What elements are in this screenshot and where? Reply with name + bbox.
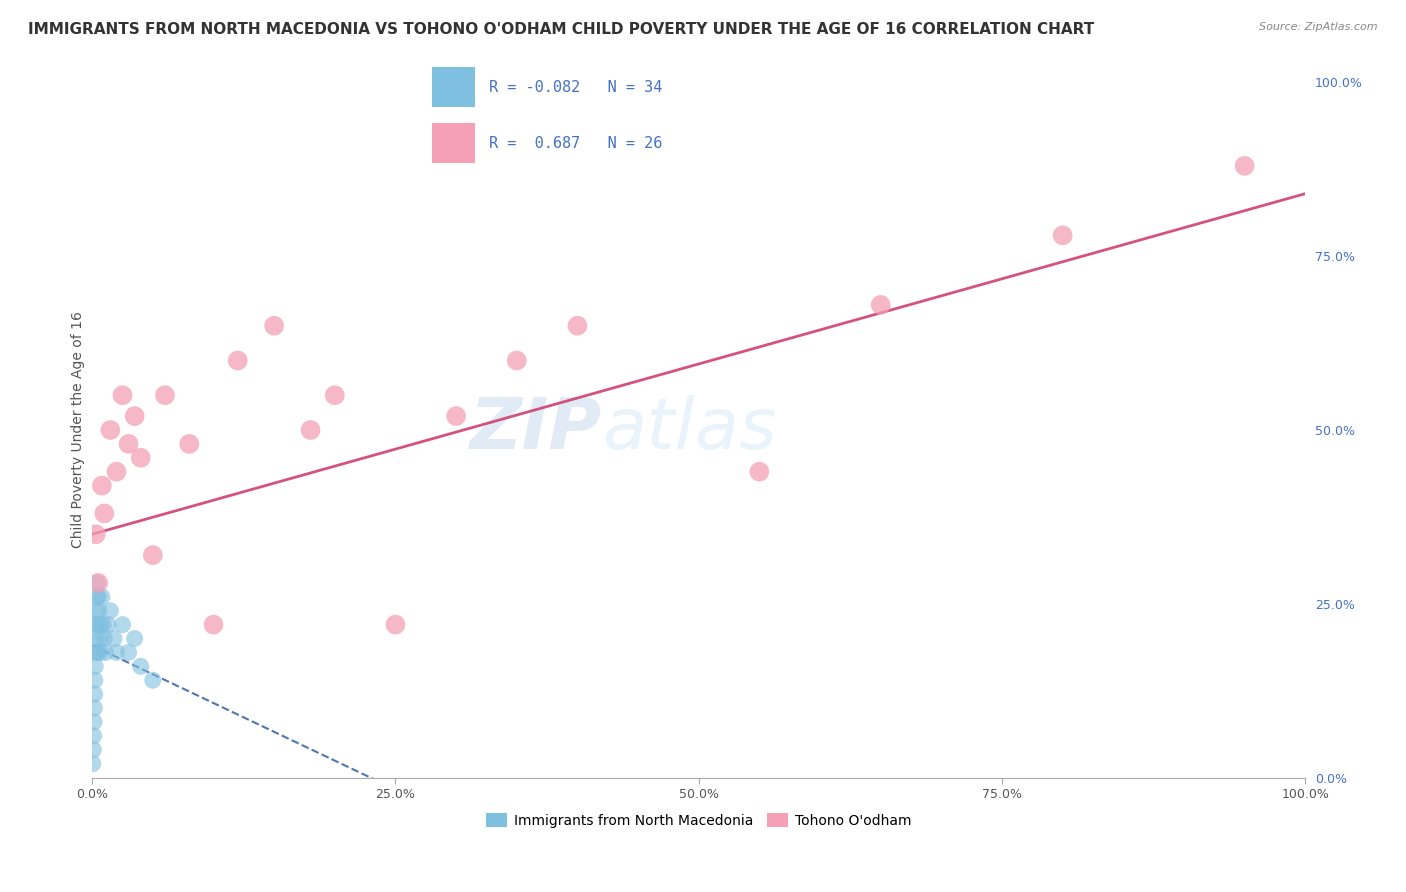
Point [103,632,125,646]
Point [83,701,105,715]
Point [100,423,122,437]
Point [323,388,346,402]
Point [444,409,467,423]
Point [105,645,128,659]
FancyBboxPatch shape [433,123,475,163]
Point [86,645,108,659]
Point [87,590,110,604]
Point [869,298,891,312]
Point [105,465,128,479]
Point [82,756,104,771]
Point [124,632,146,646]
Point [567,318,589,333]
Point [142,673,165,688]
Point [86,590,108,604]
Point [748,465,770,479]
Point [153,388,176,402]
Point [87,604,110,618]
Point [299,423,322,437]
Point [84,527,107,541]
Text: IMMIGRANTS FROM NORTH MACEDONIA VS TOHONO O'ODHAM CHILD POVERTY UNDER THE AGE OF: IMMIGRANTS FROM NORTH MACEDONIA VS TOHON… [28,22,1094,37]
Point [111,388,134,402]
Text: ZIP: ZIP [470,395,602,465]
Point [84,617,107,632]
Point [89,632,111,646]
Point [111,617,134,632]
Point [1052,228,1074,243]
Point [90,590,112,604]
Point [97,617,120,632]
Point [83,729,105,743]
Point [93,632,115,646]
Point [124,409,146,423]
Point [84,645,107,659]
Point [129,659,152,673]
Text: Source: ZipAtlas.com: Source: ZipAtlas.com [1260,22,1378,32]
Point [86,604,108,618]
Y-axis label: Child Poverty Under the Age of 16: Child Poverty Under the Age of 16 [72,311,86,549]
Point [91,617,114,632]
Text: R =  0.687   N = 26: R = 0.687 N = 26 [489,136,662,151]
Point [83,714,105,729]
Point [506,353,529,368]
Point [202,617,225,632]
Point [100,604,122,618]
Point [82,742,104,756]
Point [86,575,108,590]
Point [1233,159,1256,173]
Point [83,687,105,701]
Point [129,450,152,465]
Point [90,478,112,492]
Point [226,353,249,368]
Point [90,617,112,632]
Point [179,437,201,451]
Point [142,548,165,562]
Point [86,617,108,632]
Text: atlas: atlas [602,395,776,465]
Point [93,507,115,521]
Point [84,659,107,673]
FancyBboxPatch shape [433,67,475,107]
Point [384,617,406,632]
Point [87,575,110,590]
Point [83,673,105,688]
Point [263,318,285,333]
Point [84,632,107,646]
Point [94,645,117,659]
Point [117,645,139,659]
Point [89,645,111,659]
Legend: Immigrants from North Macedonia, Tohono O'odham: Immigrants from North Macedonia, Tohono … [481,807,917,833]
Text: R = -0.082   N = 34: R = -0.082 N = 34 [489,79,662,95]
Point [117,437,139,451]
